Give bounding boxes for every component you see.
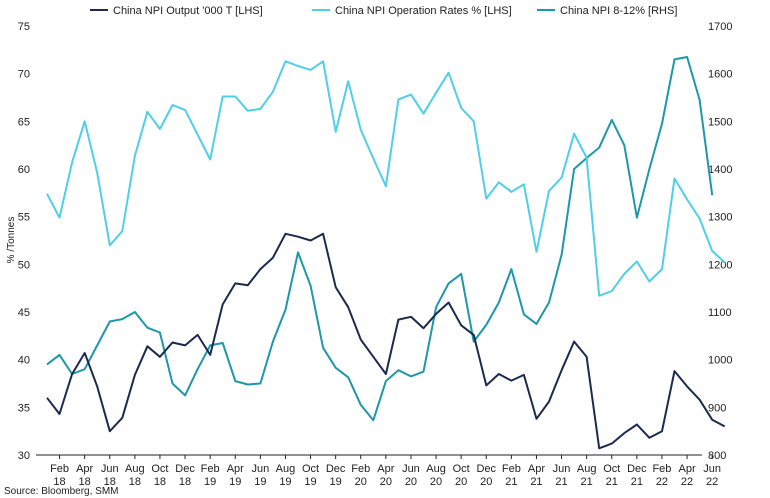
- x-tick-label-year: 18: [154, 476, 166, 488]
- x-tick-label-year: 21: [581, 476, 593, 488]
- right-axis: 800 900 1000 1100 1200 1300 1400 1500 1600 1700: [708, 21, 732, 462]
- y-tick-right: 1000: [708, 355, 732, 367]
- x-tick-label-month: Apr: [377, 463, 394, 475]
- y-tick-left: 75: [18, 21, 30, 33]
- x-tick-label-year: 18: [104, 476, 116, 488]
- x-tick-label-month: Jun: [553, 463, 571, 475]
- x-tick-label-year: 18: [79, 476, 91, 488]
- x-tick-label-year: 19: [204, 476, 216, 488]
- x-tick-label-month: Oct: [453, 463, 470, 475]
- y-tick-right: 1600: [708, 69, 732, 81]
- x-tick-label-year: 18: [53, 476, 65, 488]
- x-tick-label-month: Dec: [326, 463, 346, 475]
- series-layer: [46, 56, 726, 450]
- legend: China NPI Output '000 T [LHS] China NPI O…: [90, 5, 677, 17]
- y-tick-left: 65: [18, 116, 30, 128]
- left-axis: 30 35 40 45 50 55 60 65 70 75: [18, 21, 30, 462]
- y-tick-right: 1100: [708, 307, 732, 319]
- y-tick-right: 1700: [708, 21, 732, 33]
- x-tick-label-year: 19: [304, 476, 316, 488]
- x-tick-label-year: 19: [279, 476, 291, 488]
- y-tick-right: 1300: [708, 212, 732, 224]
- x-tick-label-year: 20: [355, 476, 367, 488]
- x-tick-label-month: Aug: [577, 463, 597, 475]
- x-tick-label-month: Feb: [50, 463, 69, 475]
- x-tick-label-month: Oct: [151, 463, 168, 475]
- series-line-1: [46, 60, 726, 297]
- x-tick-label-month: Feb: [502, 463, 521, 475]
- x-tick-label-year: 20: [405, 476, 417, 488]
- x-tick-label-year: 19: [229, 476, 241, 488]
- x-tick-label-month: Jun: [703, 463, 721, 475]
- x-tick-label-year: 21: [606, 476, 618, 488]
- x-tick-label-month: Jun: [402, 463, 420, 475]
- y-tick-right: 1400: [708, 164, 732, 176]
- x-tick-label-month: Jun: [251, 463, 269, 475]
- x-tick-label-year: 22: [656, 476, 668, 488]
- y-tick-right: 900: [708, 402, 726, 414]
- x-tick-label-year: 19: [330, 476, 342, 488]
- x-tick-label-month: Feb: [652, 463, 671, 475]
- x-axis: Feb18Apr18Jun18Aug18Oct18Dec18Feb19Apr19…: [36, 454, 721, 488]
- x-tick-label-month: Aug: [125, 463, 145, 475]
- x-tick-label-year: 20: [480, 476, 492, 488]
- series-line-0: [46, 232, 726, 450]
- legend-label: China NPI Operation Rates % [LHS]: [335, 5, 512, 17]
- y-tick-right: 1200: [708, 259, 732, 271]
- x-tick-label-month: Aug: [276, 463, 296, 475]
- y-tick-left: 30: [18, 450, 30, 462]
- source-note: Source: Bloomberg, SMM: [4, 486, 119, 497]
- x-tick-label-month: Dec: [627, 463, 647, 475]
- x-tick-label-year: 22: [681, 476, 693, 488]
- y-tick-left: 40: [18, 355, 30, 367]
- x-tick-label-month: Feb: [351, 463, 370, 475]
- x-tick-label-month: Apr: [528, 463, 545, 475]
- y-axis-label-left: % /Tonnes: [6, 217, 17, 264]
- x-tick-label-year: 20: [430, 476, 442, 488]
- y-tick-right: 800: [708, 450, 726, 462]
- x-tick-label-month: Apr: [76, 463, 93, 475]
- series-line-2: [46, 56, 714, 422]
- y-tick-left: 55: [18, 212, 30, 224]
- y-tick-right: 1500: [708, 116, 732, 128]
- y-tick-left: 35: [18, 402, 30, 414]
- y-tick-left: 70: [18, 69, 30, 81]
- x-tick-label-month: Oct: [302, 463, 319, 475]
- x-tick-label-year: 18: [179, 476, 191, 488]
- x-tick-label-year: 22: [706, 476, 718, 488]
- x-tick-label-year: 19: [254, 476, 266, 488]
- x-tick-label-month: Apr: [227, 463, 244, 475]
- x-tick-label-year: 21: [530, 476, 542, 488]
- legend-label: China NPI 8-12% [RHS]: [560, 5, 677, 17]
- x-tick-label-month: Dec: [476, 463, 496, 475]
- x-tick-label-month: Apr: [678, 463, 695, 475]
- x-tick-label-year: 20: [455, 476, 467, 488]
- x-tick-label-month: Dec: [175, 463, 195, 475]
- y-tick-left: 60: [18, 164, 30, 176]
- x-tick-label-year: 21: [555, 476, 567, 488]
- y-tick-left: 50: [18, 259, 30, 271]
- x-tick-label-year: 21: [631, 476, 643, 488]
- x-tick-label-year: 21: [505, 476, 517, 488]
- legend-label: China NPI Output '000 T [LHS]: [113, 5, 263, 17]
- y-tick-left: 45: [18, 307, 30, 319]
- x-tick-label-month: Feb: [201, 463, 220, 475]
- x-tick-label-month: Aug: [426, 463, 446, 475]
- x-tick-label-year: 18: [129, 476, 141, 488]
- x-tick-label-month: Oct: [603, 463, 620, 475]
- x-tick-label-month: Jun: [101, 463, 119, 475]
- x-tick-label-year: 20: [380, 476, 392, 488]
